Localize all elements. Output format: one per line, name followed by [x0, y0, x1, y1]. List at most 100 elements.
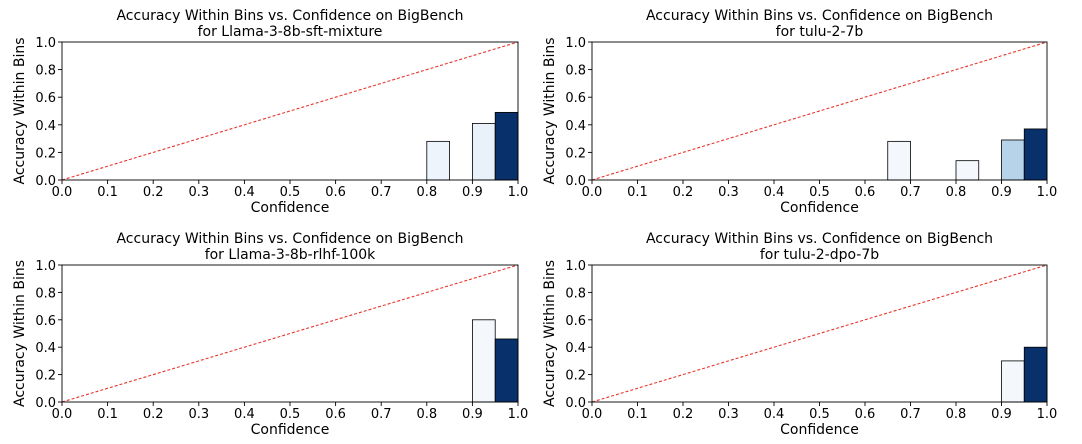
- calibration-bar: [494, 111, 519, 181]
- chart-title: Accuracy Within Bins vs. Confidence on B…: [116, 8, 463, 24]
- y-tick-label: 0.0: [35, 396, 56, 411]
- x-tick-label: 1.0: [508, 185, 529, 200]
- x-tick-label: 0.7: [900, 185, 921, 200]
- y-tick-label: 0.8: [565, 64, 586, 79]
- x-axis-label: Confidence: [780, 422, 859, 438]
- chart-title: Accuracy Within Bins vs. Confidence on B…: [646, 231, 993, 247]
- x-tick-label: 0.4: [764, 407, 785, 422]
- x-tick-label: 0.6: [855, 407, 876, 422]
- x-axis-label: Confidence: [251, 200, 330, 216]
- x-tick-label: 0.1: [97, 185, 118, 200]
- y-tick-label: 0.8: [565, 286, 586, 301]
- perfect-calibration-line: [61, 264, 519, 403]
- y-tick-label: 0.2: [565, 369, 586, 384]
- x-tick-label: 0.2: [673, 185, 694, 200]
- x-tick-label: 0.9: [991, 407, 1012, 422]
- x-tick-label: 0.3: [188, 407, 209, 422]
- chart-subtitle: for tulu-2-7b: [776, 24, 864, 40]
- x-tick-label: 0.4: [764, 185, 785, 200]
- calibration-bar: [471, 123, 496, 181]
- x-tick-label: 0.0: [52, 407, 73, 422]
- x-tick-label: 0.3: [718, 185, 739, 200]
- y-axis-label: Accuracy Within Bins: [12, 260, 28, 407]
- y-tick-label: 0.6: [35, 314, 56, 329]
- x-tick-label: 0.4: [234, 407, 255, 422]
- x-tick-label: 0.1: [627, 185, 648, 200]
- y-tick-label: 0.8: [35, 64, 56, 79]
- x-tick-label: 0.5: [809, 407, 830, 422]
- y-tick-label: 0.6: [565, 314, 586, 329]
- x-tick-label: 0.8: [946, 185, 967, 200]
- y-tick-label: 0.4: [35, 119, 56, 134]
- x-tick-label: 0.3: [188, 185, 209, 200]
- x-tick-label: 1.0: [1037, 185, 1058, 200]
- x-axis-label: Confidence: [251, 422, 330, 438]
- x-tick-label: 0.9: [462, 407, 483, 422]
- y-tick-label: 0.0: [565, 396, 586, 411]
- y-tick-label: 0.4: [565, 119, 586, 134]
- calibration-bar: [1023, 128, 1048, 181]
- x-tick-label: 0.2: [673, 407, 694, 422]
- x-tick-label: 0.8: [416, 185, 437, 200]
- x-tick-label: 0.8: [946, 407, 967, 422]
- perfect-calibration-line: [591, 264, 1048, 403]
- y-tick-label: 0.2: [35, 146, 56, 161]
- x-tick-label: 0.9: [462, 185, 483, 200]
- x-tick-label: 0.0: [52, 185, 73, 200]
- y-tick-label: 0.6: [35, 91, 56, 106]
- calibration-bar: [426, 140, 450, 181]
- y-tick-label: 0.0: [565, 174, 586, 189]
- y-tick-label: 1.0: [35, 259, 56, 274]
- y-tick-label: 0.4: [35, 341, 56, 356]
- y-tick-label: 0.2: [565, 146, 586, 161]
- x-tick-label: 0.8: [416, 407, 437, 422]
- y-axis-label: Accuracy Within Bins: [542, 260, 558, 407]
- x-tick-label: 0.5: [280, 407, 301, 422]
- x-tick-label: 0.2: [143, 185, 164, 200]
- x-tick-label: 0.6: [855, 185, 876, 200]
- calibration-bar: [471, 319, 496, 403]
- x-tick-label: 0.7: [900, 407, 921, 422]
- chart-subtitle: for Llama-3-8b-rlhf-100k: [205, 247, 376, 263]
- x-tick-label: 0.0: [582, 185, 603, 200]
- x-tick-label: 0.3: [718, 407, 739, 422]
- calibration-bar: [955, 160, 980, 181]
- y-tick-label: 1.0: [565, 36, 586, 51]
- y-tick-label: 1.0: [565, 259, 586, 274]
- chart-subtitle: for tulu-2-dpo-7b: [760, 247, 879, 263]
- calibration-bar: [1001, 360, 1025, 403]
- chart-title: Accuracy Within Bins vs. Confidence on B…: [116, 231, 463, 247]
- x-tick-label: 1.0: [508, 407, 529, 422]
- x-tick-label: 0.4: [234, 185, 255, 200]
- calibration-bar: [1001, 139, 1025, 181]
- x-tick-label: 0.5: [280, 185, 301, 200]
- x-tick-label: 0.9: [991, 185, 1012, 200]
- y-tick-label: 0.8: [35, 286, 56, 301]
- perfect-calibration-line: [591, 41, 1048, 181]
- x-tick-label: 0.5: [809, 185, 830, 200]
- x-axis-label: Confidence: [780, 200, 859, 216]
- chart-subtitle: for Llama-3-8b-sft-mixture: [198, 24, 383, 40]
- y-tick-label: 0.4: [565, 341, 586, 356]
- x-tick-label: 0.1: [627, 407, 648, 422]
- chart-title: Accuracy Within Bins vs. Confidence on B…: [646, 8, 993, 24]
- y-tick-label: 0.6: [565, 91, 586, 106]
- calibration-bar: [1023, 346, 1048, 403]
- y-tick-label: 0.0: [35, 174, 56, 189]
- calibration-bar: [494, 338, 519, 403]
- x-tick-label: 1.0: [1037, 407, 1058, 422]
- x-tick-label: 0.7: [371, 407, 392, 422]
- perfect-calibration-line: [61, 41, 519, 181]
- x-tick-label: 0.7: [371, 185, 392, 200]
- calibration-bar: [887, 140, 911, 181]
- y-tick-label: 1.0: [35, 36, 56, 51]
- y-axis-label: Accuracy Within Bins: [542, 37, 558, 184]
- x-tick-label: 0.0: [582, 407, 603, 422]
- x-tick-label: 0.2: [143, 407, 164, 422]
- x-tick-label: 0.1: [97, 407, 118, 422]
- y-axis-label: Accuracy Within Bins: [12, 37, 28, 184]
- x-tick-label: 0.6: [325, 185, 346, 200]
- y-tick-label: 0.2: [35, 369, 56, 384]
- x-tick-label: 0.6: [325, 407, 346, 422]
